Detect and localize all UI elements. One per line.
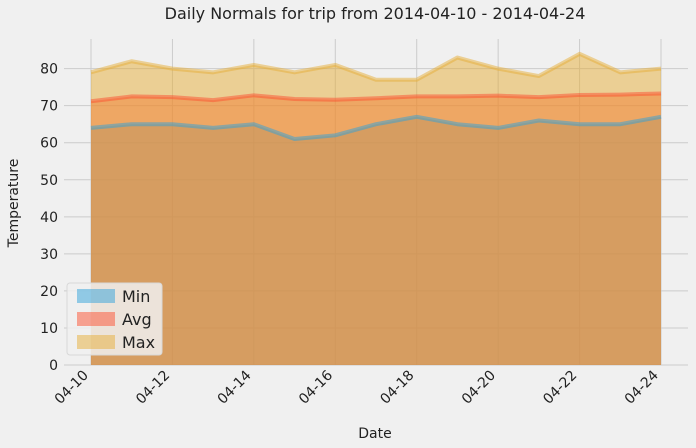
y-tick-50: 50: [40, 173, 58, 189]
y-tick-10: 10: [40, 321, 58, 337]
y-tick-70: 70: [40, 99, 58, 115]
line-max: [90, 51, 662, 82]
legend-swatch-min: [77, 289, 115, 303]
y-tick-80: 80: [40, 62, 58, 78]
y-tick-20: 20: [40, 284, 58, 300]
y-axis-ticks: 0 10 20 30 40 50 60 70 80: [40, 62, 58, 374]
line-avg: [90, 91, 662, 104]
legend-label-min: Min: [122, 287, 150, 306]
legend-label-max: Max: [122, 333, 155, 352]
y-tick-30: 30: [40, 247, 58, 263]
y-tick-40: 40: [40, 210, 58, 226]
area-max: [91, 53, 661, 365]
legend-label-avg: Avg: [122, 310, 152, 329]
y-tick-0: 0: [49, 358, 58, 374]
legend-swatch-max: [77, 335, 115, 349]
legend: Min Avg Max: [66, 282, 163, 356]
series-lines: [90, 51, 662, 142]
y-tick-60: 60: [40, 136, 58, 152]
y-axis-label: Temperature: [6, 159, 22, 249]
chart-title: Daily Normals for trip from 2014-04-10 -…: [165, 4, 586, 23]
x-axis-label: Date: [358, 426, 391, 442]
line-min: [90, 114, 662, 142]
plot-area: [91, 53, 661, 366]
legend-swatch-avg: [77, 312, 115, 326]
